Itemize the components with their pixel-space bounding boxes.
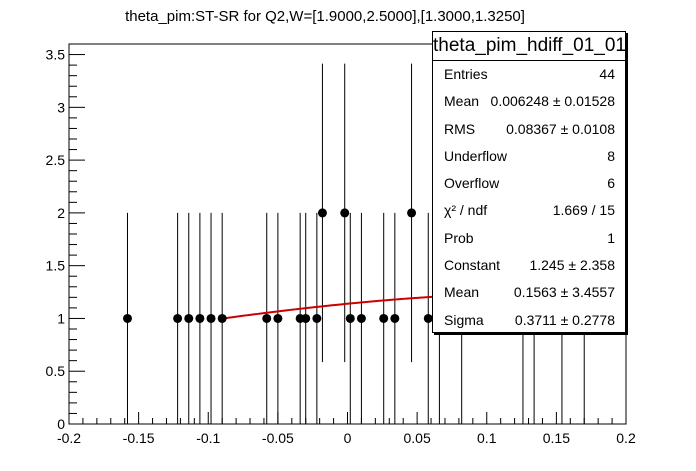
data-point	[301, 313, 311, 323]
y-tick-label: 3	[57, 99, 65, 115]
x-tick-label: 0.1	[477, 430, 497, 446]
stats-value: 6	[607, 175, 615, 192]
y-tick-label: 0	[57, 416, 65, 432]
x-tick-label: 0.2	[616, 430, 636, 446]
stats-value: 0.3711 ± 0.2778	[514, 311, 615, 328]
stats-label: Underflow	[444, 147, 508, 164]
stats-row: RMS 0.08367 ± 0.0108	[433, 116, 625, 143]
y-tick-label: 2.5	[46, 152, 66, 168]
stats-label: Prob	[444, 229, 474, 246]
x-tick-label: 0.15	[543, 430, 570, 446]
stats-value: 0.08367 ± 0.0108	[506, 120, 615, 137]
stats-value: 1.669 / 15	[552, 202, 615, 219]
data-point	[195, 313, 205, 323]
stats-row: Mean 0.1563 ± 3.4557	[433, 279, 625, 306]
y-tick-label: 0.5	[46, 363, 66, 379]
data-point	[173, 313, 183, 323]
stats-row: Overflow 6	[433, 170, 625, 197]
stats-row: Sigma 0.3711 ± 0.2778	[433, 307, 625, 334]
x-axis: -0.2 -0.15 -0.1 -0.05 0 0.05 0.1 0.15 0.2	[57, 412, 636, 446]
y-tick-label: 1	[57, 310, 65, 326]
data-point	[345, 313, 355, 323]
stats-label: χ² / ndf	[444, 202, 488, 219]
stats-title: theta_pim_hdiff_01_01	[433, 32, 626, 61]
stats-value: 0.1563 ± 3.4557	[513, 284, 615, 301]
data-point	[262, 313, 272, 323]
stats-row: Prob 1	[433, 225, 625, 252]
data-point	[184, 313, 194, 323]
y-tick-label: 2	[57, 205, 65, 221]
data-points	[122, 208, 433, 323]
data-point	[317, 208, 327, 218]
stats-row: χ² / ndf 1.669 / 15	[433, 197, 625, 224]
x-tick-label: -0.05	[262, 430, 294, 446]
chart-title: theta_pim:ST-SR for Q2,W=[1.9000,2.5000]…	[125, 8, 525, 25]
data-point	[390, 313, 400, 323]
stats-value: 1.245 ± 2.358	[529, 257, 615, 274]
data-point	[340, 208, 350, 218]
x-tick-label: 0	[344, 430, 352, 446]
stats-row: Entries 44	[433, 61, 625, 88]
data-point	[379, 313, 389, 323]
stats-label: Constant	[444, 257, 501, 274]
data-point	[273, 313, 283, 323]
fit-curve-layer	[222, 295, 440, 320]
stats-row: Underflow 8	[433, 143, 625, 170]
stats-value: 8	[607, 147, 615, 164]
stats-value: 44	[599, 66, 615, 82]
fit-curve	[222, 295, 440, 320]
stats-rows: Entries 44 Mean 0.006248 ± 0.01528 RMS 0.0836…	[433, 61, 625, 334]
stats-label: Mean	[444, 93, 480, 110]
data-point	[217, 313, 227, 323]
y-tick-label: 3.5	[46, 47, 66, 63]
x-tick-label: 0.05	[404, 430, 431, 446]
stats-label: Overflow	[444, 175, 500, 192]
y-axis: 0 0.5 1 1.5 2 2.5 3 3.5	[46, 47, 85, 432]
stats-value: 1	[607, 229, 615, 246]
stats-label: Entries	[444, 66, 488, 82]
x-tick-label: -0.2	[57, 430, 81, 446]
stats-label: RMS	[444, 120, 476, 137]
stats-label: Mean	[444, 284, 480, 301]
stats-box: theta_pim_hdiff_01_01 Entries 44 Mean 0.006…	[432, 31, 626, 333]
data-point	[423, 313, 433, 323]
data-point	[356, 313, 366, 323]
stats-row: Mean 0.006248 ± 0.01528	[433, 88, 625, 115]
stats-value: 0.006248 ± 0.01528	[490, 93, 615, 110]
x-tick-label: -0.15	[123, 430, 155, 446]
data-point	[312, 313, 322, 323]
data-point	[122, 313, 132, 323]
data-point	[407, 208, 417, 218]
x-tick-label: -0.1	[196, 430, 220, 446]
data-point	[206, 313, 216, 323]
stats-label: Sigma	[444, 311, 484, 328]
stats-row: Constant 1.245 ± 2.358	[433, 252, 625, 279]
y-tick-label: 1.5	[46, 258, 66, 274]
